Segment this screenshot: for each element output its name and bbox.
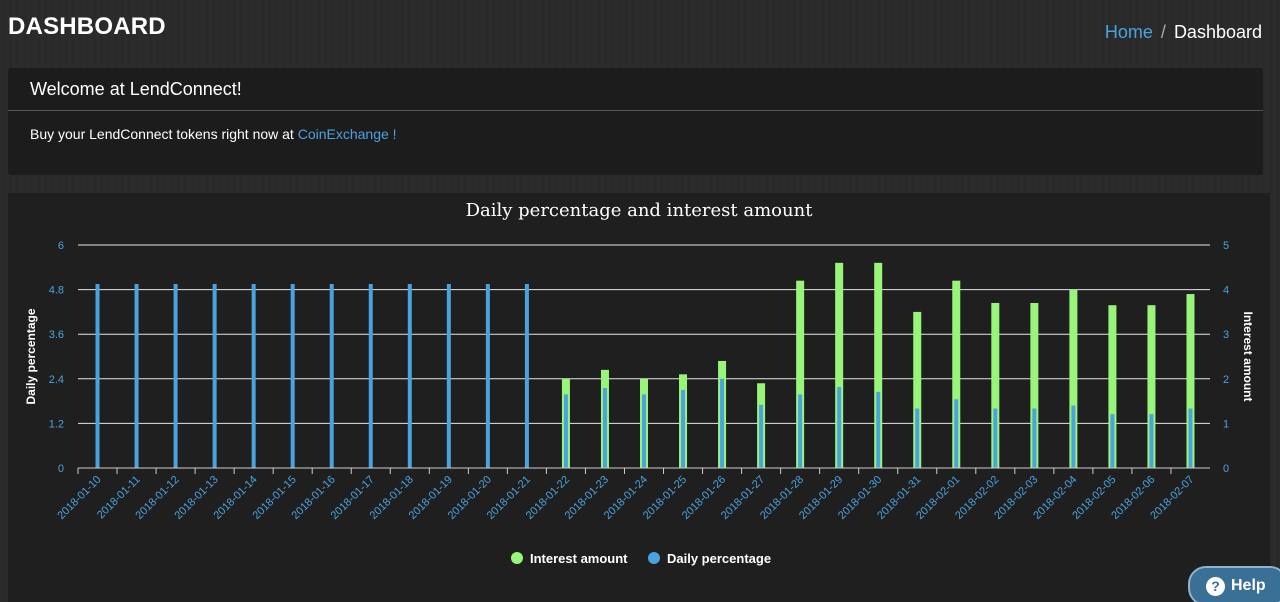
y2-tick-label: 4 [1223,285,1229,297]
interest-bar [1069,289,1078,468]
percentage-bar [329,284,334,468]
breadcrumb-current: Dashboard [1173,22,1262,42]
breadcrumb-separator: / [1160,22,1166,42]
percentage-bar [602,388,607,468]
legend-marker-interest [511,552,523,564]
percentage-bar [446,284,451,468]
percentage-bar [95,284,100,468]
y2-axis-label: Interest amount [1241,311,1255,401]
percentage-bar [407,284,412,468]
percentage-bar [1149,414,1154,468]
percentage-bar [212,284,217,468]
legend-label-percentage: Daily percentage [667,551,771,566]
question-circle-icon: ? [1206,576,1225,596]
percentage-bar [1188,408,1193,468]
percentage-bar [134,284,139,468]
y2-tick-label: 5 [1223,240,1229,252]
percentage-bar [876,391,881,468]
legend-label-interest: Interest amount [530,551,628,566]
welcome-body: Buy your LendConnect tokens right now at… [8,111,1263,157]
page-title: DASHBOARD [8,13,166,40]
interest-bar [991,302,1000,468]
daily-percentage-chart: Daily percentage and interest amount 0 1.2… [24,200,1255,566]
chart-panel: Daily percentage and interest amount 0 1.2… [8,193,1270,602]
interest-bar [1186,294,1195,468]
percentage-bar [915,408,920,468]
percentage-bar [720,378,725,468]
y-axis-label: Daily percentage [24,308,38,404]
percentage-bar [1032,408,1037,468]
welcome-title: Welcome at LendConnect! [8,68,1263,111]
percentage-bar [798,394,803,468]
percentage-bar [642,394,646,468]
interest-bar [913,311,922,468]
welcome-panel: Welcome at LendConnect! Buy your LendCon… [8,68,1263,175]
y-tick-label: 6 [58,240,64,252]
percentage-bar [290,284,295,468]
percentage-bar [837,386,842,468]
y2-tick-label: 3 [1223,329,1229,341]
interest-bar [1108,305,1117,468]
breadcrumb-home-link[interactable]: Home [1104,22,1153,42]
y-tick-label: 0 [58,463,64,475]
coinexchange-link[interactable]: CoinExchange ! [297,126,397,142]
percentage-bar [1071,405,1076,468]
y2-tick-label: 2 [1223,374,1229,386]
help-button[interactable]: ? Help [1188,566,1280,602]
percentage-bar [524,284,529,468]
y-tick-label: 4.8 [49,285,64,297]
percentage-bar [563,394,568,468]
percentage-bar [759,404,764,468]
y2-tick-label: 1 [1223,418,1229,430]
y2-tick-label: 0 [1223,463,1229,475]
percentage-bar [954,399,959,468]
percentage-bar [993,408,998,468]
interest-bar [1030,302,1039,468]
interest-bar [1147,305,1156,468]
breadcrumb: Home / Dashboard [1105,22,1262,43]
interest-bar [796,280,805,468]
percentage-bar [485,284,490,468]
percentage-bar [368,284,373,468]
help-label: Help [1231,577,1266,594]
welcome-text: Buy your LendConnect tokens right now at [30,126,298,142]
legend-marker-percentage [648,552,660,564]
interest-bar [952,280,961,468]
percentage-bar [1110,414,1115,468]
y-tick-label: 3.6 [49,329,64,341]
percentage-bar [681,389,686,468]
y-tick-label: 2.4 [49,374,64,386]
chart-title: Daily percentage and interest amount [466,200,814,221]
percentage-bar [251,284,256,468]
y-tick-label: 1.2 [49,418,64,430]
interest-bar [874,262,883,468]
interest-bar [835,262,844,468]
percentage-bar [173,284,178,468]
